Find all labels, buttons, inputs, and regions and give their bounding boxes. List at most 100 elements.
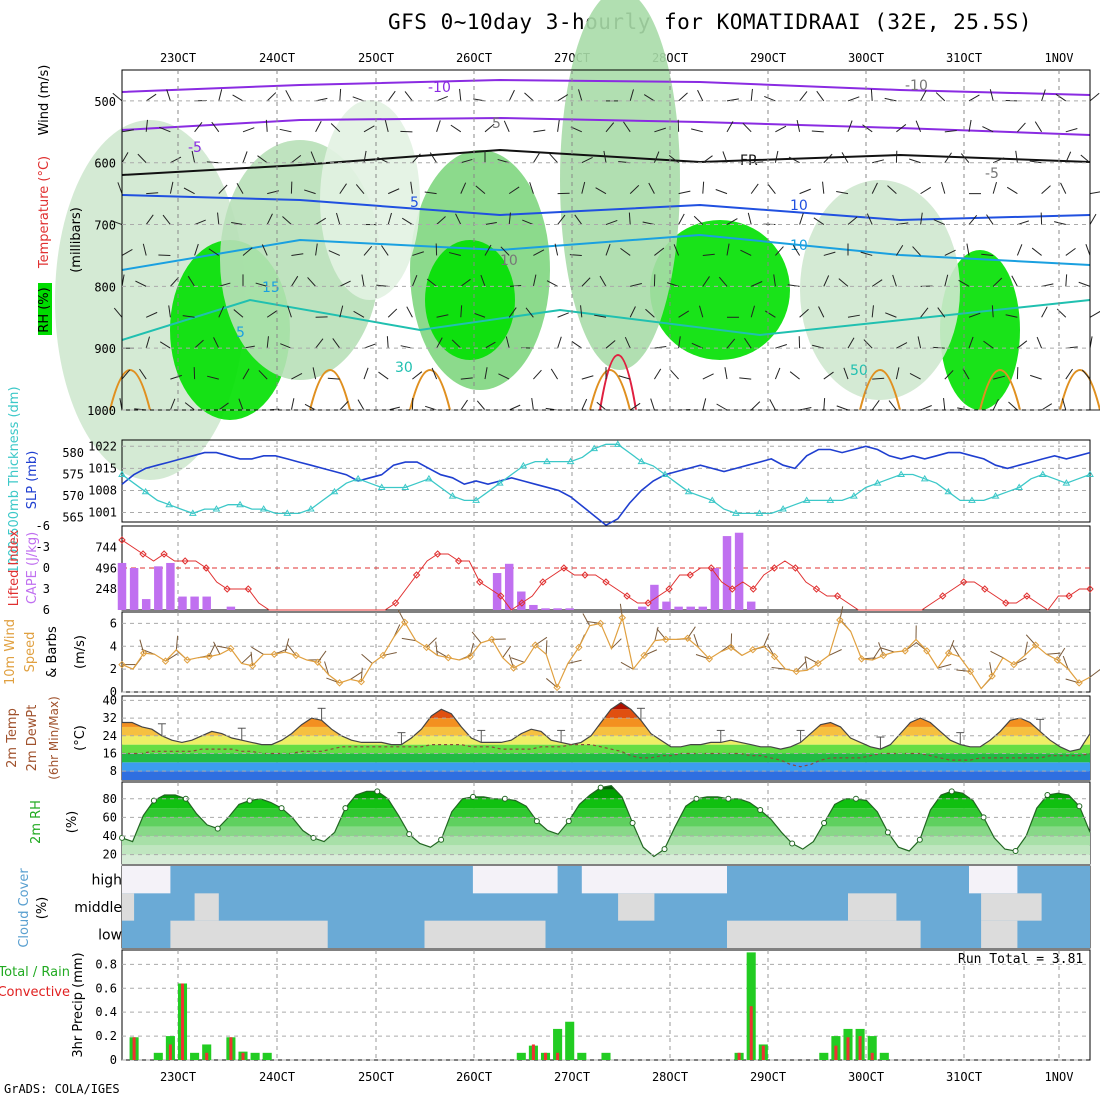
lifted-index-marker xyxy=(139,550,147,558)
wind-barb xyxy=(920,186,932,195)
rh-marker xyxy=(119,834,125,841)
thickness-marker xyxy=(708,496,717,503)
wind-barb-10m xyxy=(511,657,525,663)
rh-region xyxy=(560,0,680,370)
wind-barb xyxy=(863,339,873,349)
slp-tick: 1008 xyxy=(88,483,117,497)
contour-label: 15 xyxy=(262,280,280,296)
precip-total-bar xyxy=(190,1052,200,1060)
wind10m-marker xyxy=(335,679,344,687)
thickness-marker xyxy=(731,509,740,516)
cape-bar xyxy=(565,608,574,610)
wind-barb-10m xyxy=(567,659,582,664)
wind-barb xyxy=(775,343,787,349)
warm-contour xyxy=(109,369,151,411)
wind-barb xyxy=(702,253,715,256)
warm-contour xyxy=(309,369,351,411)
wind-barb xyxy=(554,243,559,256)
wind-barb xyxy=(121,152,129,163)
wind-barb xyxy=(1089,191,1100,195)
precip-conv-bar xyxy=(241,1052,245,1060)
wind-barb xyxy=(557,119,560,132)
wind-barb xyxy=(620,247,631,256)
cape-bar xyxy=(504,563,514,610)
wind-tick: 0 xyxy=(110,685,117,699)
wind-barb xyxy=(121,129,134,133)
wind-barb xyxy=(1041,403,1053,411)
wind-barb xyxy=(774,150,779,163)
wind-barb xyxy=(480,274,486,287)
wind-barb xyxy=(747,212,752,225)
wind-barb xyxy=(508,212,511,225)
hot-contour xyxy=(599,354,637,411)
wind-barb xyxy=(892,274,897,287)
rh-legend-swatch xyxy=(38,283,52,335)
precip-conv-bar xyxy=(870,1052,874,1060)
wind-barb xyxy=(992,277,1003,287)
wind-barb xyxy=(599,275,607,287)
wind-barb xyxy=(702,398,707,411)
cape-bar xyxy=(662,601,671,610)
wind-barb xyxy=(769,399,776,411)
precip-tick: 0.6 xyxy=(95,981,117,995)
wind-barb-10m xyxy=(471,631,482,644)
contour-label: 50 xyxy=(850,363,868,379)
wind-barb xyxy=(363,343,376,349)
wind-barb xyxy=(339,401,349,411)
lifted-index-marker xyxy=(665,585,673,593)
wind-barb xyxy=(339,183,347,194)
wind-barb xyxy=(654,346,667,349)
wind-barb xyxy=(1081,369,1091,380)
wind-barb xyxy=(909,373,921,380)
wind-barb xyxy=(933,219,946,226)
rh-fill-group xyxy=(122,785,1090,864)
wind-barb xyxy=(726,218,738,225)
thickness-marker xyxy=(850,492,858,499)
rh-region xyxy=(320,100,420,300)
wind10m-marker xyxy=(531,641,540,649)
wind-barb xyxy=(896,124,907,133)
rh-marker xyxy=(438,836,445,843)
wind-barb xyxy=(944,152,952,164)
lifted-index-marker xyxy=(960,578,968,586)
wind-barb xyxy=(332,338,341,349)
wind-barb xyxy=(813,217,825,225)
rh-marker xyxy=(374,788,381,795)
wind-barb xyxy=(823,251,836,256)
lifted-index-marker xyxy=(476,578,484,586)
wind-tick: 4 xyxy=(110,639,117,653)
wind-barb-10m xyxy=(763,633,770,647)
wind-barb xyxy=(750,88,753,101)
precip-total-bar xyxy=(153,1052,163,1060)
lifted-index-marker xyxy=(728,585,736,593)
wind-barb xyxy=(386,336,389,349)
wind-barb-10m xyxy=(1062,655,1069,670)
wind-barb xyxy=(473,312,486,318)
thickness-marker xyxy=(590,444,599,452)
wind-barb xyxy=(870,88,873,101)
lifted-index-marker xyxy=(812,585,821,593)
warm-contour xyxy=(859,369,901,411)
wind-barb-10m xyxy=(1046,652,1061,655)
wind-barb-10m xyxy=(350,671,363,680)
wind10m-marker xyxy=(879,651,888,660)
contour-label: 10 xyxy=(500,253,518,269)
wind10m-marker xyxy=(683,634,692,642)
temp-band xyxy=(122,726,1090,736)
ylabel-millibars: (millibars) xyxy=(69,207,84,273)
wind-barb xyxy=(581,157,593,164)
wind-barb-10m xyxy=(620,661,634,670)
wind-barb xyxy=(218,282,231,287)
thickness-marker xyxy=(306,505,315,512)
wind-barb xyxy=(628,212,631,225)
thickness-marker xyxy=(401,483,410,490)
wind10m-marker xyxy=(379,651,387,660)
wind10m-marker xyxy=(1053,656,1062,664)
wind-barb xyxy=(1017,220,1029,226)
thickness-line xyxy=(121,443,1091,515)
wind-barb xyxy=(885,312,897,318)
wind-barb-10m xyxy=(804,656,808,671)
wind-barb xyxy=(484,123,495,133)
thickness-marker xyxy=(637,457,646,465)
wind-barb xyxy=(194,243,199,256)
